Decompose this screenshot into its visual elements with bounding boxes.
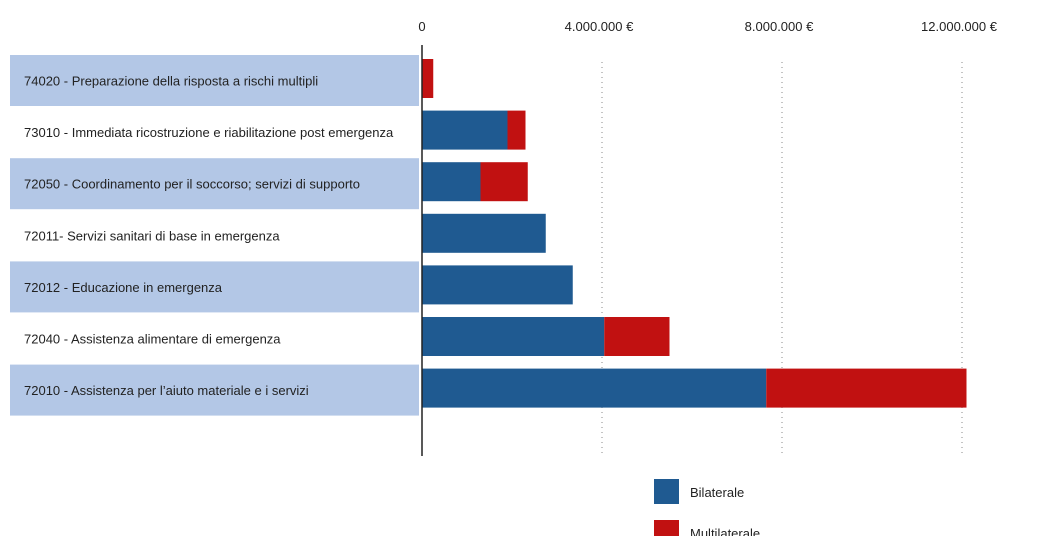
label-band bbox=[10, 261, 419, 313]
label-bands bbox=[10, 55, 419, 416]
bar-bilaterale-1 bbox=[422, 110, 508, 150]
bar-bilaterale-5 bbox=[422, 317, 605, 356]
grid-lines bbox=[601, 62, 963, 456]
label-band bbox=[10, 364, 419, 416]
bar-bilaterale-2 bbox=[422, 162, 481, 202]
legend: Bilaterale Multilaterale bbox=[654, 479, 760, 536]
bar-bilaterale-4 bbox=[422, 265, 573, 305]
label-band bbox=[10, 158, 419, 210]
category-labels: 74020 - Preparazione della risposta a ri… bbox=[24, 74, 394, 399]
label-band bbox=[10, 55, 419, 106]
bar-bilaterale-3 bbox=[422, 213, 546, 253]
legend-label-multilaterale: Multilaterale bbox=[690, 526, 760, 536]
x-tick-label: 0 bbox=[418, 19, 425, 34]
x-tick-label: 4.000.000 € bbox=[565, 19, 634, 34]
bar-multilaterale-0 bbox=[422, 59, 434, 98]
x-tick-label: 8.000.000 € bbox=[745, 19, 814, 34]
bar-multilaterale-1 bbox=[507, 110, 526, 150]
bar-multilaterale-6 bbox=[766, 368, 967, 408]
legend-swatch-bilaterale bbox=[654, 479, 679, 504]
category-label: 73010 - Immediata ricostruzione e riabil… bbox=[24, 125, 394, 140]
legend-swatch-multilaterale bbox=[654, 520, 679, 536]
category-label: 74020 - Preparazione della risposta a ri… bbox=[24, 74, 318, 89]
bars bbox=[422, 59, 967, 408]
bar-multilaterale-5 bbox=[604, 317, 670, 356]
category-label: 72050 - Coordinamento per il soccorso; s… bbox=[24, 177, 360, 192]
x-axis-ticks: 0 4.000.000 € 8.000.000 € 12.000.000 € bbox=[418, 19, 997, 34]
x-tick-label: 12.000.000 € bbox=[921, 19, 998, 34]
legend-label-bilaterale: Bilaterale bbox=[690, 485, 744, 500]
bar-multilaterale-2 bbox=[480, 162, 528, 202]
category-label: 72010 - Assistenza per l’aiuto materiale… bbox=[24, 383, 309, 398]
category-label: 72040 - Assistenza alimentare di emergen… bbox=[24, 332, 281, 347]
bar-bilaterale-6 bbox=[422, 368, 767, 408]
category-label: 72011- Servizi sanitari di base in emerg… bbox=[24, 228, 280, 243]
category-label: 72012 - Educazione in emergenza bbox=[24, 280, 223, 295]
